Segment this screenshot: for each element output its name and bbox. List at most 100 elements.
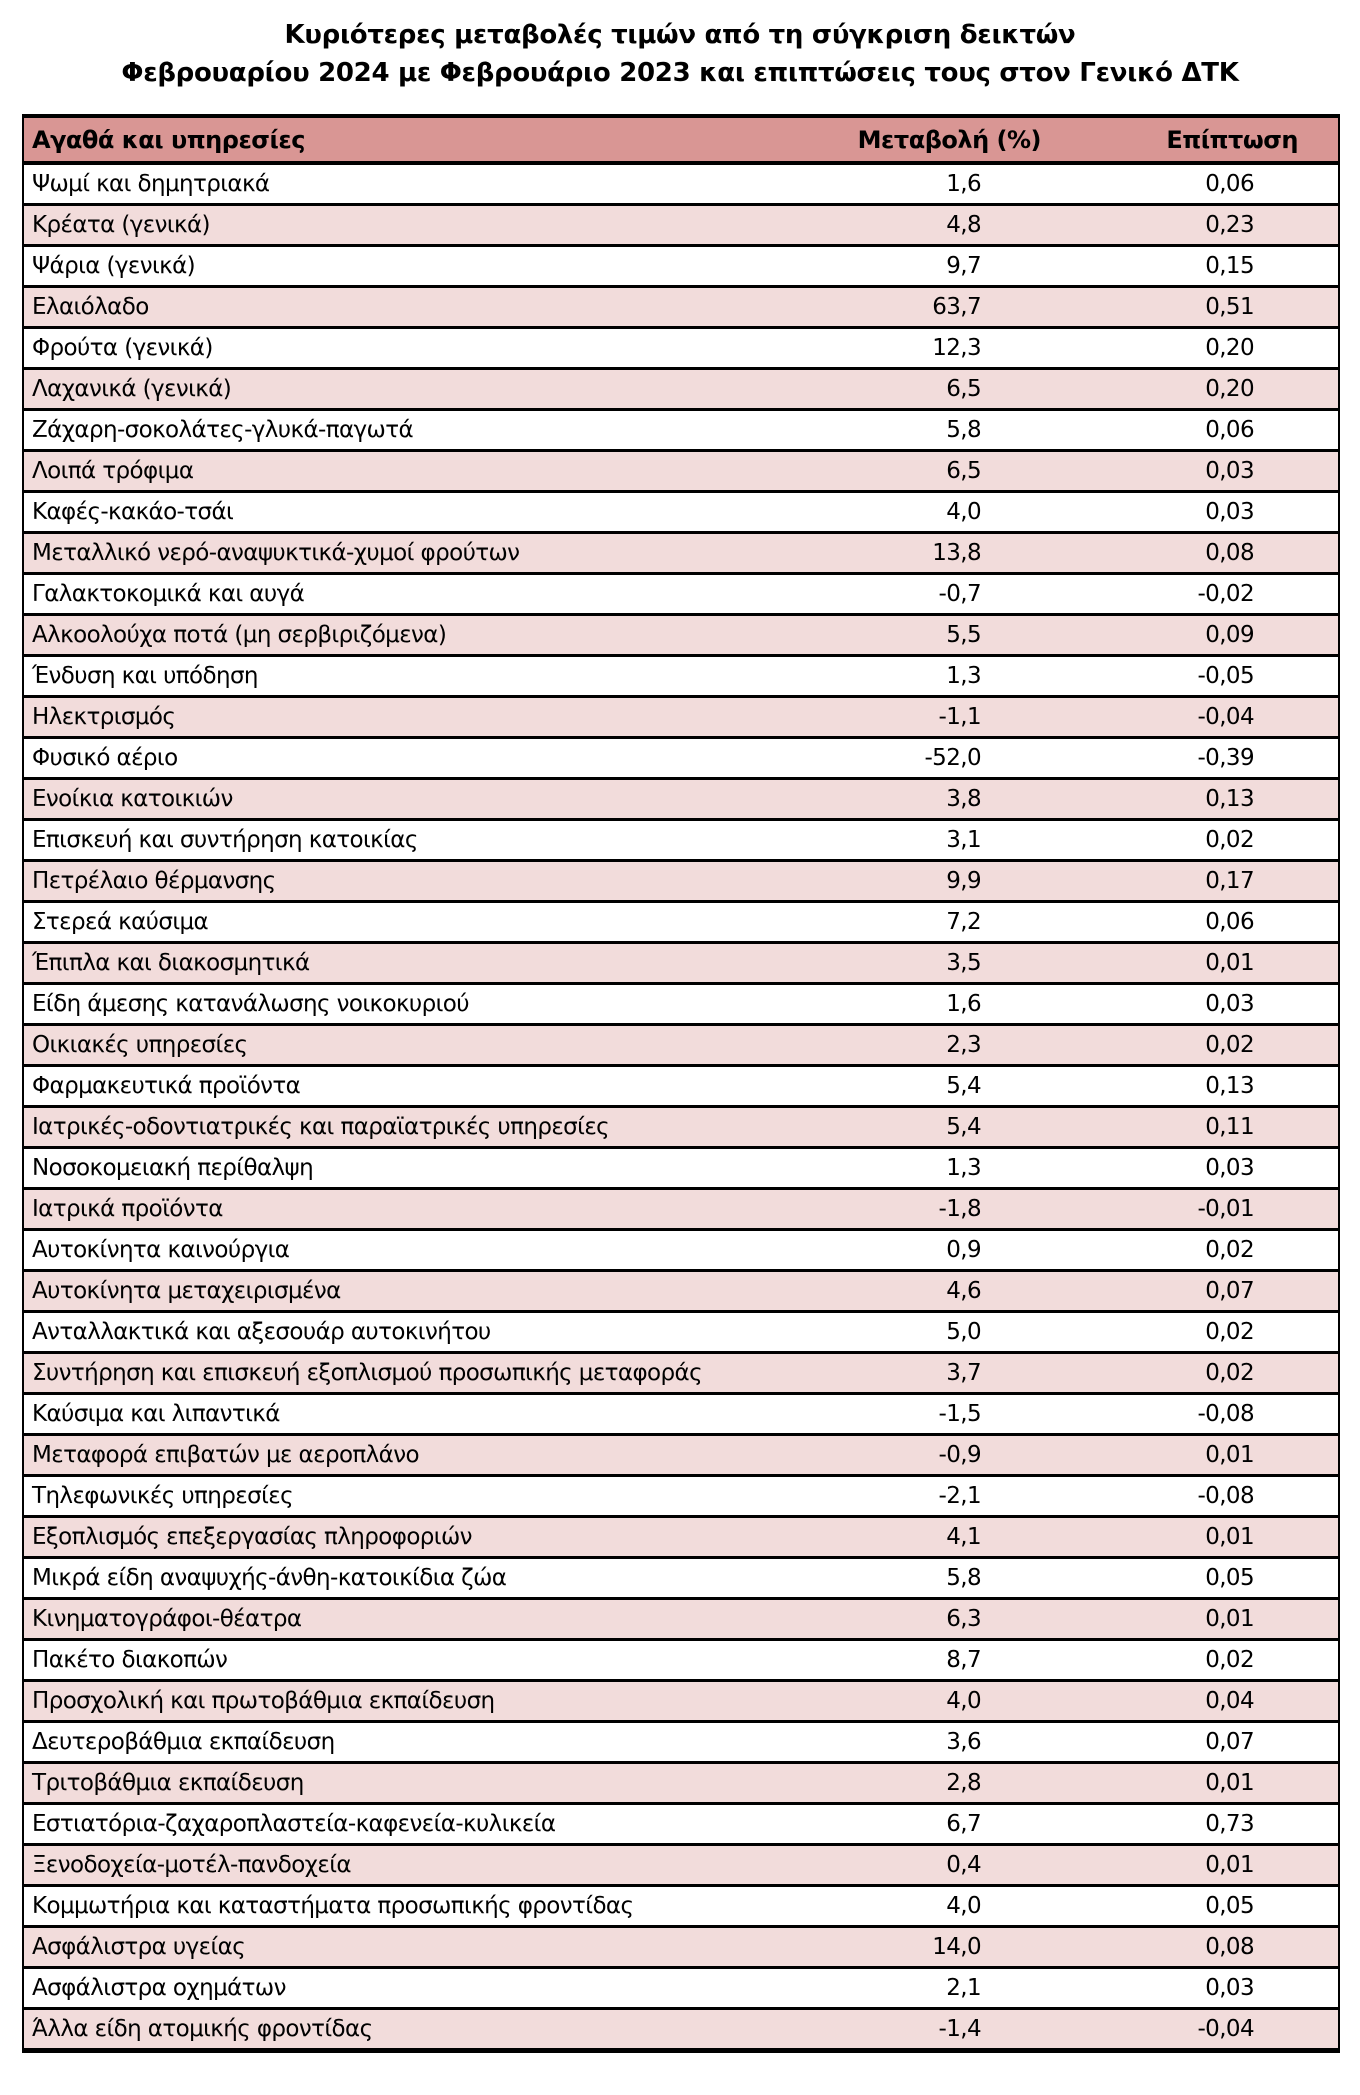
- change-value: 4,6: [946, 1278, 981, 1304]
- impact-value: -0,05: [1197, 663, 1254, 689]
- impact-value: 0,02: [1205, 1360, 1254, 1386]
- item-label: Ηλεκτρισμός: [32, 704, 176, 730]
- table-body: Ψωμί και δημητριακά 1,6 0,06 Κρέατα (γεν…: [23, 163, 1339, 2051]
- item-label: Ψάρια (γενικά): [32, 253, 196, 279]
- impact-value: 0,03: [1205, 1155, 1254, 1181]
- impact-value: 0,01: [1205, 1852, 1254, 1878]
- item-label: Ιατρικές-οδοντιατρικές και παραϊατρικές …: [32, 1114, 610, 1140]
- impact-value: 0,73: [1205, 1811, 1254, 1837]
- table-row: Κινηματογράφοι-θέατρα 6,3 0,01: [23, 1598, 1339, 1640]
- item-label: Ανταλλακτικά και αξεσουάρ αυτοκινήτου: [32, 1319, 491, 1345]
- table-row: Πετρέλαιο θέρμανσης 9,9 0,17: [23, 860, 1339, 902]
- impact-value: 0,15: [1205, 253, 1254, 279]
- impact-value: 0,06: [1205, 171, 1254, 197]
- item-label: Κομμωτήρια και καταστήματα προσωπικής φρ…: [32, 1893, 634, 1919]
- impact-value: 0,23: [1205, 212, 1254, 238]
- impact-value: 0,09: [1205, 622, 1254, 648]
- item-label: Αυτοκίνητα καινούργια: [32, 1237, 290, 1263]
- table-header: Αγαθά και υπηρεσίες Μεταβολή (%) Επίπτωσ…: [23, 116, 1339, 163]
- impact-value: 0,11: [1205, 1114, 1254, 1140]
- item-label: Αλκοολούχα ποτά (μη σερβιριζόμενα): [32, 622, 447, 648]
- change-value: 9,9: [946, 868, 981, 894]
- table-row: Μεταλλικό νερό-αναψυκτικά-χυμοί φρούτων …: [23, 532, 1339, 574]
- impact-value: 0,03: [1205, 1975, 1254, 2001]
- table-row: Ανταλλακτικά και αξεσουάρ αυτοκινήτου 5,…: [23, 1311, 1339, 1353]
- item-label: Ιατρικά προϊόντα: [32, 1196, 223, 1222]
- change-value: 14,0: [932, 1934, 981, 1960]
- table-row: Φαρμακευτικά προϊόντα 5,4 0,13: [23, 1065, 1339, 1107]
- item-label: Προσχολική και πρωτοβάθμια εκπαίδευση: [32, 1688, 495, 1714]
- change-value: 7,2: [946, 909, 981, 935]
- impact-value: -0,02: [1197, 581, 1254, 607]
- table-row: Οικιακές υπηρεσίες 2,3 0,02: [23, 1024, 1339, 1066]
- change-value: 12,3: [932, 335, 981, 361]
- change-value: 2,1: [946, 1975, 981, 2001]
- table-row: Προσχολική και πρωτοβάθμια εκπαίδευση 4,…: [23, 1680, 1339, 1722]
- change-value: 0,9: [946, 1237, 981, 1263]
- item-label: Μικρά είδη αναψυχής-άνθη-κατοικίδια ζώα: [32, 1565, 507, 1591]
- table-row: Μεταφορά επιβατών με αεροπλάνο -0,9 0,01: [23, 1434, 1339, 1476]
- change-value: -2,1: [938, 1483, 982, 1509]
- table-row: Είδη άμεσης κατανάλωσης νοικοκυριού 1,6 …: [23, 983, 1339, 1025]
- table-row: Ζάχαρη-σοκολάτες-γλυκά-παγωτά 5,8 0,06: [23, 409, 1339, 451]
- table-row: Λοιπά τρόφιμα 6,5 0,03: [23, 450, 1339, 492]
- change-value: 4,8: [946, 212, 981, 238]
- column-header-goods-services: Αγαθά και υπηρεσίες: [32, 125, 305, 154]
- item-label: Ασφάλιστρα οχημάτων: [32, 1975, 286, 2001]
- table-row: Φρούτα (γενικά) 12,3 0,20: [23, 327, 1339, 369]
- table-row: Ιατρικά προϊόντα -1,8 -0,01: [23, 1188, 1339, 1230]
- table-row: Δευτεροβάθμια εκπαίδευση 3,6 0,07: [23, 1721, 1339, 1763]
- change-value: 1,6: [946, 171, 981, 197]
- change-value: -1,1: [938, 704, 982, 730]
- impact-value: 0,06: [1205, 417, 1254, 443]
- impact-value: 0,13: [1205, 1073, 1254, 1099]
- item-label: Αυτοκίνητα μεταχειρισμένα: [32, 1278, 341, 1304]
- impact-value: -0,04: [1197, 704, 1254, 730]
- item-label: Κινηματογράφοι-θέατρα: [32, 1606, 302, 1632]
- change-value: 3,7: [946, 1360, 981, 1386]
- table-row: Ασφάλιστρα υγείας 14,0 0,08: [23, 1926, 1339, 1968]
- impact-value: 0,05: [1205, 1893, 1254, 1919]
- change-value: -0,7: [938, 581, 982, 607]
- impact-value: 0,02: [1205, 1237, 1254, 1263]
- impact-value: 0,01: [1205, 1524, 1254, 1550]
- impact-value: 0,02: [1205, 1319, 1254, 1345]
- table-row: Κομμωτήρια και καταστήματα προσωπικής φρ…: [23, 1885, 1339, 1927]
- change-value: 1,6: [946, 991, 981, 1017]
- table-row: Κρέατα (γενικά) 4,8 0,23: [23, 204, 1339, 246]
- change-value: -52,0: [924, 745, 981, 771]
- table-row: Συντήρηση και επισκευή εξοπλισμού προσωπ…: [23, 1352, 1339, 1394]
- table-row: Ψωμί και δημητριακά 1,6 0,06: [23, 163, 1339, 205]
- item-label: Επισκευή και συντήρηση κατοικίας: [32, 827, 418, 853]
- impact-value: 0,17: [1205, 868, 1254, 894]
- change-value: 4,0: [946, 1893, 981, 1919]
- table-row: Καφές-κακάο-τσάι 4,0 0,03: [23, 491, 1339, 533]
- item-label: Ενοίκια κατοικιών: [32, 786, 233, 812]
- item-label: Καφές-κακάο-τσάι: [32, 499, 234, 525]
- impact-value: 0,07: [1205, 1278, 1254, 1304]
- table-row: Αυτοκίνητα μεταχειρισμένα 4,6 0,07: [23, 1270, 1339, 1312]
- change-value: 1,3: [946, 663, 981, 689]
- change-value: 3,1: [946, 827, 981, 853]
- impact-value: -0,08: [1197, 1483, 1254, 1509]
- change-value: 4,0: [946, 499, 981, 525]
- item-label: Λοιπά τρόφιμα: [32, 458, 194, 484]
- table-header-row: Αγαθά και υπηρεσίες Μεταβολή (%) Επίπτωσ…: [23, 116, 1339, 163]
- change-value: -0,9: [938, 1442, 982, 1468]
- table-row: Τηλεφωνικές υπηρεσίες -2,1 -0,08: [23, 1475, 1339, 1517]
- change-value: 9,7: [946, 253, 981, 279]
- item-label: Πετρέλαιο θέρμανσης: [32, 868, 276, 894]
- impact-value: 0,01: [1205, 1442, 1254, 1468]
- table-row: Στερεά καύσιμα 7,2 0,06: [23, 901, 1339, 943]
- table-row: Ψάρια (γενικά) 9,7 0,15: [23, 245, 1339, 287]
- item-label: Συντήρηση και επισκευή εξοπλισμού προσωπ…: [32, 1360, 703, 1386]
- impact-value: 0,02: [1205, 1647, 1254, 1673]
- impact-value: 0,01: [1205, 1606, 1254, 1632]
- impact-value: -0,08: [1197, 1401, 1254, 1427]
- item-label: Φαρμακευτικά προϊόντα: [32, 1073, 301, 1099]
- table-row: Έπιπλα και διακοσμητικά 3,5 0,01: [23, 942, 1339, 984]
- table-row: Ξενοδοχεία-μοτέλ-πανδοχεία 0,4 0,01: [23, 1844, 1339, 1886]
- change-value: 3,6: [946, 1729, 981, 1755]
- item-label: Φυσικό αέριο: [32, 745, 178, 771]
- item-label: Οικιακές υπηρεσίες: [32, 1032, 248, 1058]
